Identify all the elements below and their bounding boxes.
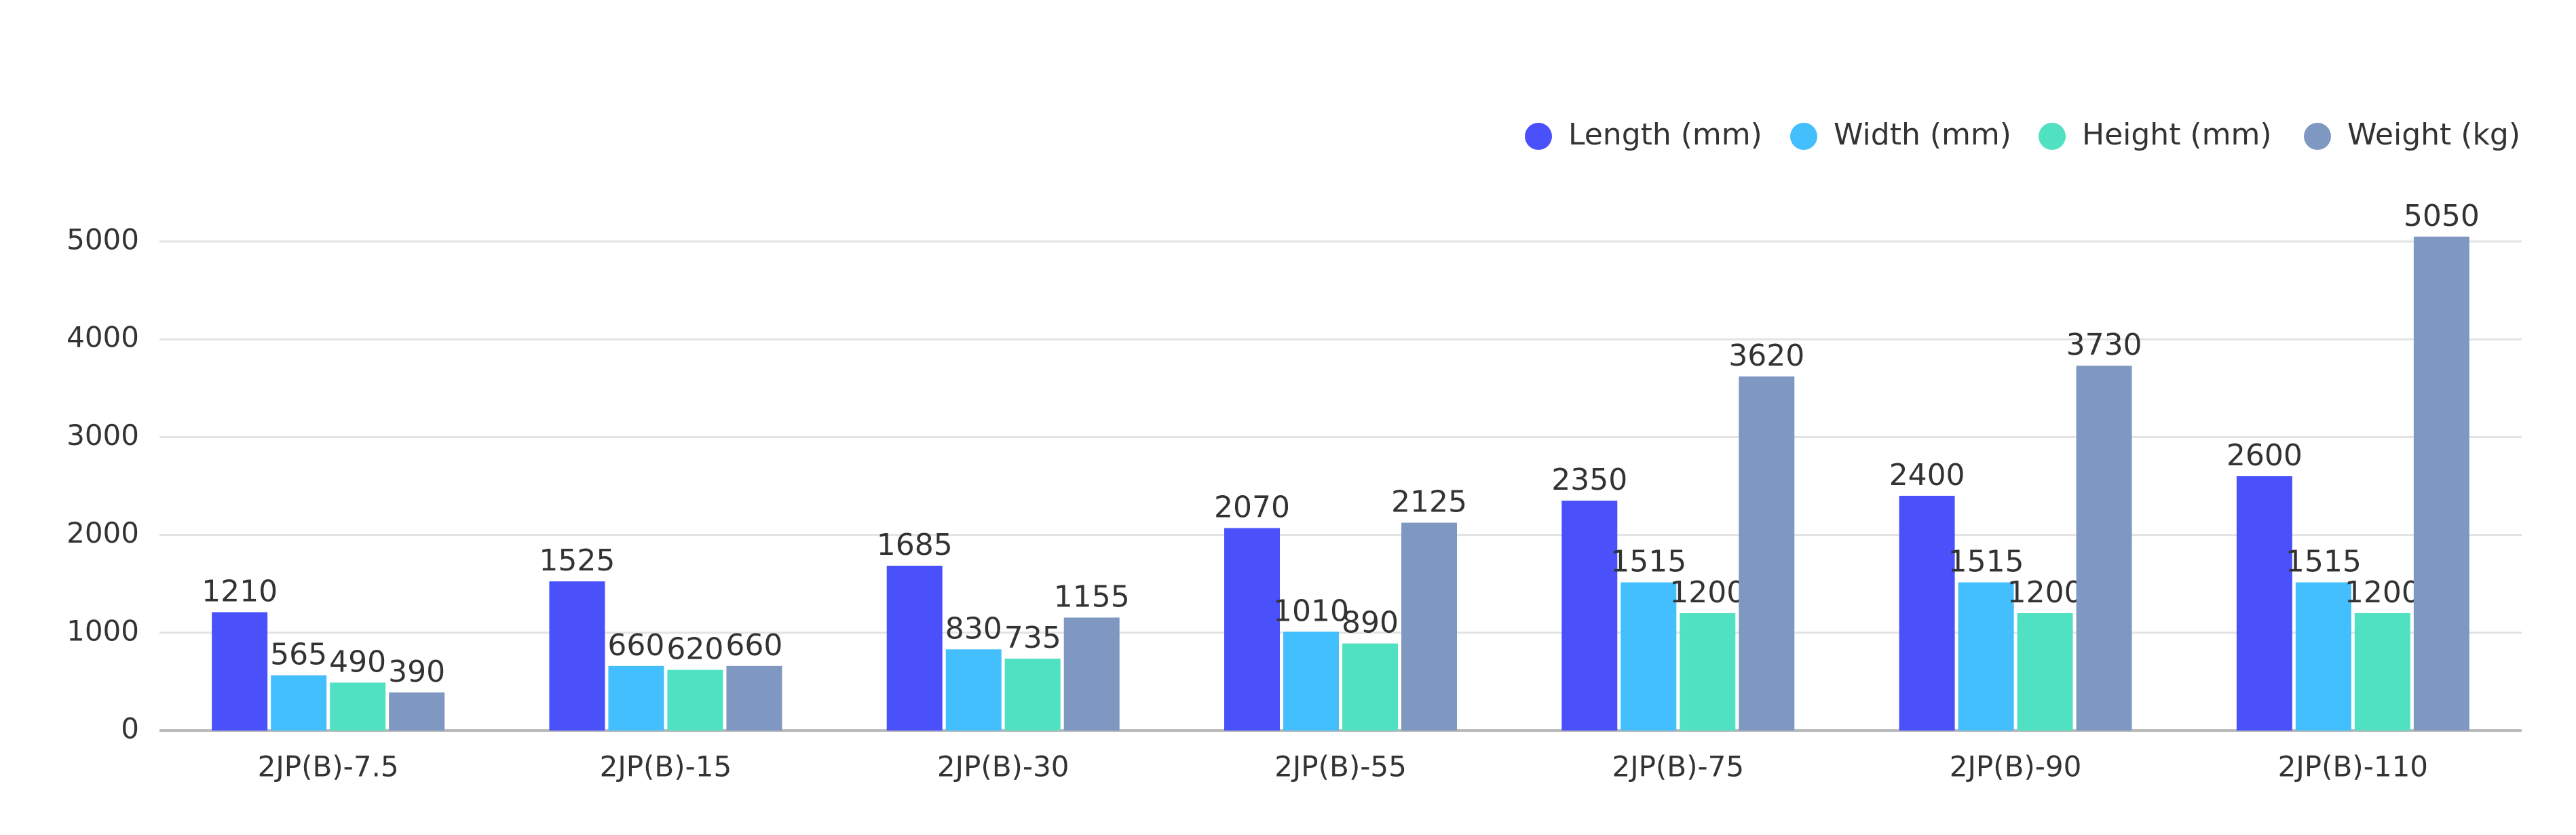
legend-swatch bbox=[2039, 123, 2066, 150]
value-label: 3620 bbox=[1728, 338, 1804, 373]
bar bbox=[2017, 613, 2073, 731]
x-tick-label: 2JP(B)-7.5 bbox=[258, 750, 399, 783]
bar bbox=[1401, 522, 1457, 731]
y-tick-label: 1000 bbox=[67, 614, 139, 647]
value-label: 830 bbox=[945, 611, 1002, 646]
bar bbox=[389, 692, 445, 731]
value-label: 1200 bbox=[1669, 575, 1745, 610]
value-label: 1515 bbox=[1948, 545, 2024, 579]
bar bbox=[2236, 476, 2292, 731]
bar bbox=[1063, 617, 1120, 731]
value-label: 660 bbox=[607, 628, 664, 663]
bar bbox=[2354, 613, 2410, 731]
value-label: 1525 bbox=[539, 543, 615, 578]
bar bbox=[1958, 582, 2014, 731]
value-label: 735 bbox=[1004, 621, 1061, 655]
value-label: 1685 bbox=[877, 528, 953, 562]
bar bbox=[1224, 528, 1280, 731]
x-tick-label: 2JP(B)-75 bbox=[1612, 750, 1744, 783]
bar bbox=[2295, 582, 2351, 731]
bar bbox=[212, 612, 268, 731]
value-label: 2600 bbox=[2227, 438, 2303, 473]
x-tick-label: 2JP(B)-110 bbox=[2278, 750, 2428, 783]
bar bbox=[2413, 236, 2469, 731]
value-label: 660 bbox=[725, 628, 782, 663]
legend-label: Length (mm) bbox=[1568, 117, 1762, 152]
bar bbox=[271, 675, 327, 731]
x-tick-label: 2JP(B)-55 bbox=[1274, 750, 1407, 783]
bar bbox=[1899, 495, 1955, 731]
value-label: 1200 bbox=[2345, 575, 2421, 610]
value-label: 620 bbox=[666, 632, 723, 667]
value-label: 5050 bbox=[2404, 199, 2480, 233]
bar bbox=[1621, 582, 1677, 731]
value-label: 3730 bbox=[2066, 328, 2142, 362]
bar bbox=[1004, 659, 1061, 731]
y-tick-label: 5000 bbox=[67, 223, 139, 256]
bar bbox=[549, 581, 605, 731]
y-tick-label: 3000 bbox=[67, 419, 139, 452]
bar bbox=[1680, 613, 1736, 731]
bar bbox=[2076, 366, 2132, 731]
legend-label: Width (mm) bbox=[1834, 117, 2011, 152]
value-label: 2400 bbox=[1889, 458, 1965, 492]
value-label: 1515 bbox=[2286, 545, 2362, 579]
value-label: 490 bbox=[329, 644, 386, 679]
bar bbox=[726, 665, 782, 731]
bar bbox=[667, 669, 723, 731]
value-label: 1515 bbox=[1610, 545, 1686, 579]
value-label: 2070 bbox=[1214, 490, 1290, 525]
bar bbox=[608, 665, 664, 731]
value-label: 1010 bbox=[1273, 594, 1349, 628]
value-label: 2125 bbox=[1391, 485, 1467, 520]
legend-swatch bbox=[1525, 123, 1552, 150]
value-label: 390 bbox=[388, 655, 445, 689]
x-tick-label: 2JP(B)-90 bbox=[1950, 750, 2082, 783]
bar bbox=[945, 649, 1002, 731]
bar bbox=[1283, 632, 1339, 731]
y-tick-label: 0 bbox=[121, 712, 139, 745]
bar bbox=[1739, 376, 1795, 731]
x-tick-label: 2JP(B)-15 bbox=[600, 750, 732, 783]
legend-label: Height (mm) bbox=[2082, 117, 2272, 152]
legend-swatch bbox=[2304, 123, 2331, 150]
value-label: 1210 bbox=[202, 575, 278, 609]
legend-label: Weight (kg) bbox=[2347, 117, 2520, 152]
y-tick-label: 2000 bbox=[67, 516, 139, 549]
value-label: 1155 bbox=[1054, 579, 1130, 614]
value-label: 890 bbox=[1342, 606, 1399, 640]
bar bbox=[1561, 501, 1618, 731]
legend-swatch bbox=[1790, 123, 1817, 150]
y-tick-label: 4000 bbox=[67, 321, 139, 354]
x-tick-label: 2JP(B)-30 bbox=[937, 750, 1069, 783]
bar bbox=[330, 682, 386, 731]
bar bbox=[886, 566, 943, 731]
bar bbox=[1342, 643, 1398, 731]
value-label: 1200 bbox=[2007, 575, 2083, 610]
value-label: 2350 bbox=[1551, 463, 1627, 497]
value-label: 565 bbox=[270, 638, 327, 672]
